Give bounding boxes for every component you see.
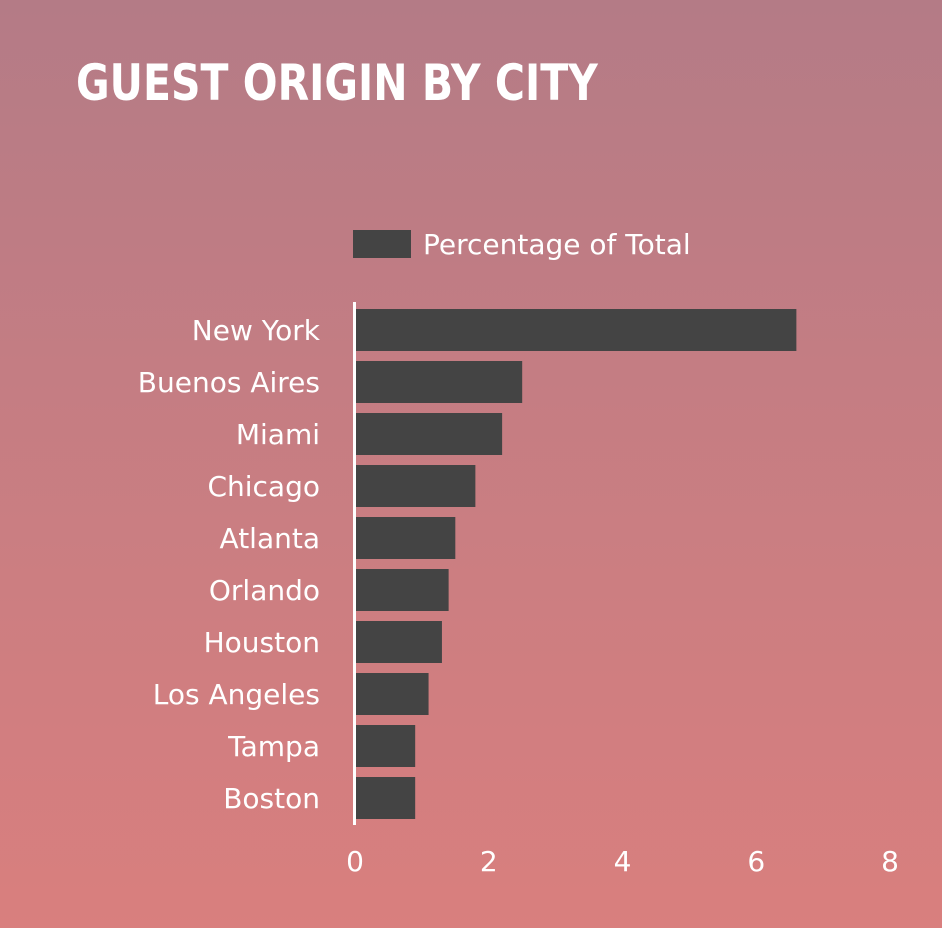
bar-tampa [355, 725, 416, 767]
category-label: Los Angeles [153, 678, 320, 711]
bar-orlando [355, 569, 449, 611]
category-label: Chicago [207, 470, 320, 503]
bar-houston [355, 621, 442, 663]
bar-miami [355, 413, 503, 455]
legend-swatch [353, 230, 411, 258]
x-tick-label: 4 [614, 845, 632, 878]
bar-boston [355, 777, 416, 819]
bar-chicago [355, 465, 476, 507]
bars-group [355, 309, 797, 819]
category-label: Tampa [227, 730, 320, 763]
category-label: Buenos Aires [138, 366, 320, 399]
legend: Percentage of Total [353, 227, 691, 261]
bar-buenos-aires [355, 361, 523, 403]
bar-atlanta [355, 517, 456, 559]
category-label: Houston [204, 626, 320, 659]
x-tick-label: 6 [747, 845, 765, 878]
category-label: New York [192, 314, 321, 347]
category-label: Atlanta [220, 522, 320, 555]
x-tick-label: 2 [480, 845, 498, 878]
bar-new-york [355, 309, 797, 351]
legend-label: Percentage of Total [423, 227, 691, 261]
category-label: Miami [236, 418, 320, 451]
category-label: Orlando [209, 574, 320, 607]
chart-title: GUEST ORIGIN BY CITY [76, 54, 598, 112]
category-label: Boston [223, 782, 320, 815]
x-tick-label: 8 [881, 845, 899, 878]
x-tick-labels: 0 2 4 6 8 [346, 845, 899, 878]
bar-los-angeles [355, 673, 429, 715]
category-labels: New York Buenos Aires Miami Chicago Atlanta O… [138, 314, 321, 815]
x-tick-label: 0 [346, 845, 364, 878]
